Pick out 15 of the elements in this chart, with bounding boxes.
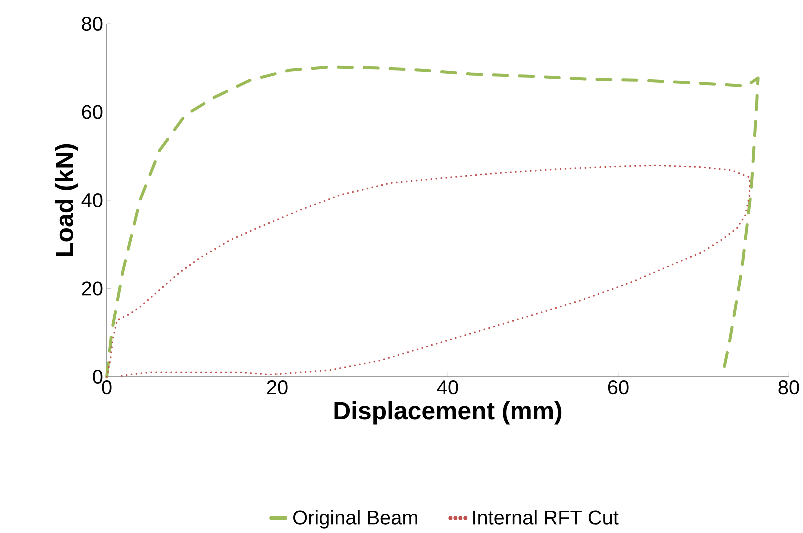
- legend-label: Internal RFT Cut: [474, 510, 619, 525]
- y-tick-label: 80: [82, 16, 103, 32]
- y-tick-label: 20: [82, 282, 103, 296]
- x-tick-label: 60: [608, 380, 629, 395]
- x-tick-label: 40: [437, 380, 458, 395]
- y-tick-label: 60: [82, 105, 103, 120]
- x-tick-label: 20: [267, 380, 288, 395]
- line-series: [106, 66, 760, 378]
- x-tick-label: 0: [102, 380, 112, 395]
- y-axis-title: Load (kN): [55, 144, 78, 256]
- y-tick-label: 0: [93, 370, 103, 384]
- y-tick-label: 40: [82, 193, 103, 208]
- x-tick-label: 80: [778, 380, 800, 395]
- legend-label: Original Beam: [294, 510, 418, 529]
- x-axis-title: Displacement (mm): [334, 401, 562, 425]
